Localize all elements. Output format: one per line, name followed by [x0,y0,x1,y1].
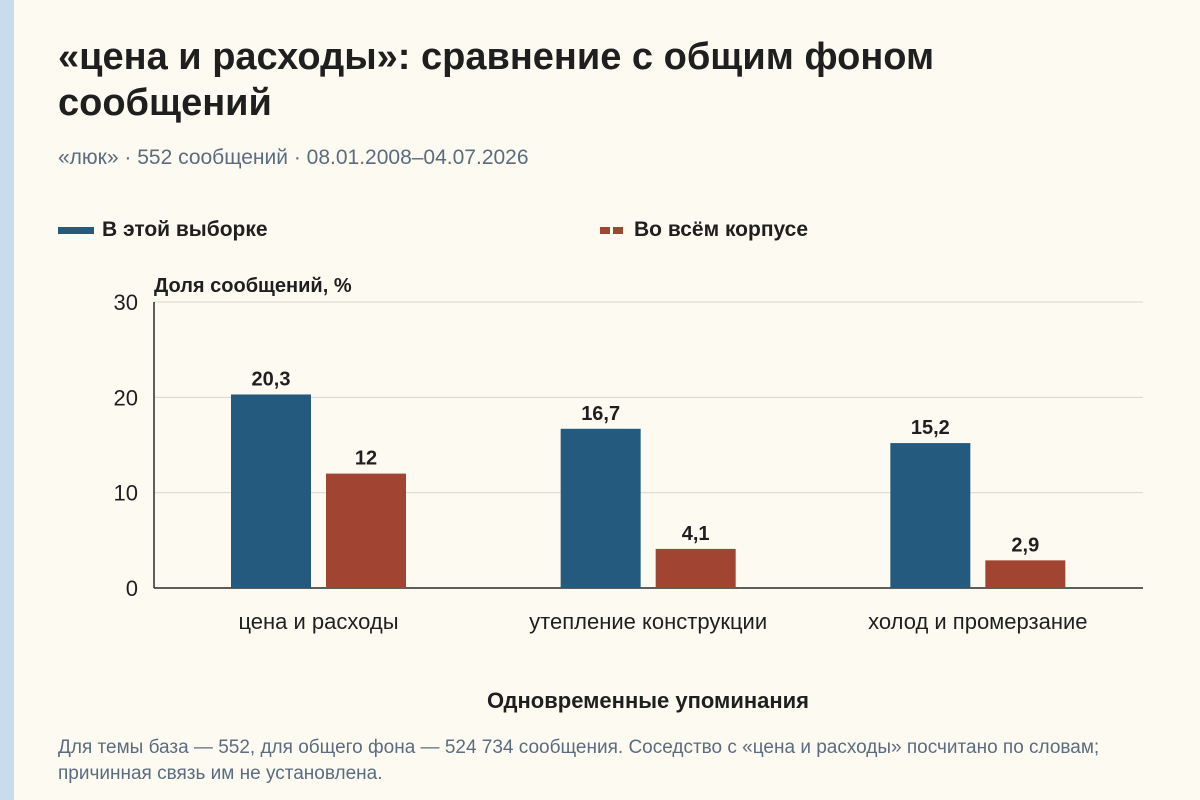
x-category-label: утепление конструкции [529,609,767,634]
bar-corpus [326,473,406,588]
x-category-label: цена и расходы [238,609,398,634]
y-tick-label: 10 [114,481,138,506]
bar-value-labels: 20,3 12 16,7 4,1 15,2 2,9 [252,368,1040,556]
bar-sample [890,443,971,588]
x-category-labels: цена и расходы утепление конструкции холод… [238,609,1087,634]
left-accent-stripe [0,0,14,800]
legend-label-corpus: Во всём корпусе [634,218,809,241]
y-tick-label: 30 [114,290,138,315]
legend-label-sample: В этой выборке [102,218,268,241]
footnote: Для темы база — 552, для общего фона — 5… [58,737,1100,784]
bar-value-label: 16,7 [581,403,620,425]
bar-sample [231,394,311,588]
y-tick-label: 0 [126,576,138,601]
bar-value-label: 2,9 [1011,534,1039,556]
page-subtitle: «люк» · 552 сообщений · 08.01.2008–04.07… [58,146,529,169]
page-title: «цена и расходы»: сравнение с общим фоно… [58,36,935,124]
bars [231,394,1066,588]
x-category-label: холод и промерзание [868,609,1087,634]
bar-value-label: 4,1 [682,523,710,545]
legend-item-sample: В этой выборке [58,218,268,242]
bar-value-label: 12 [355,448,377,470]
bar-sample [560,428,641,588]
legend-item-corpus: Во всём корпусе [600,218,808,242]
bar-value-label: 15,2 [911,417,950,439]
legend-swatch-corpus [600,226,626,234]
legend-swatch-sample [58,226,94,234]
y-tick-label: 20 [114,385,138,410]
y-axis-label: Доля сообщений, % [154,275,352,297]
x-axis-title: Одновременные упоминания [487,688,809,713]
y-tick-labels: 0 10 20 30 [114,290,138,601]
bar-corpus [655,548,736,588]
bar-value-label: 20,3 [252,368,291,390]
grid-lines [154,301,1143,589]
bar-corpus [985,560,1066,588]
